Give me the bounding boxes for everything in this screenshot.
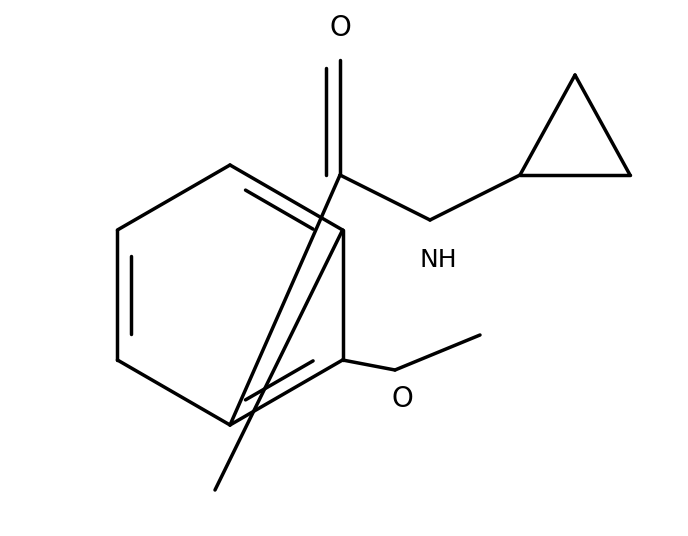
Text: O: O [391, 385, 413, 413]
Text: NH: NH [419, 248, 457, 272]
Text: O: O [329, 14, 351, 42]
